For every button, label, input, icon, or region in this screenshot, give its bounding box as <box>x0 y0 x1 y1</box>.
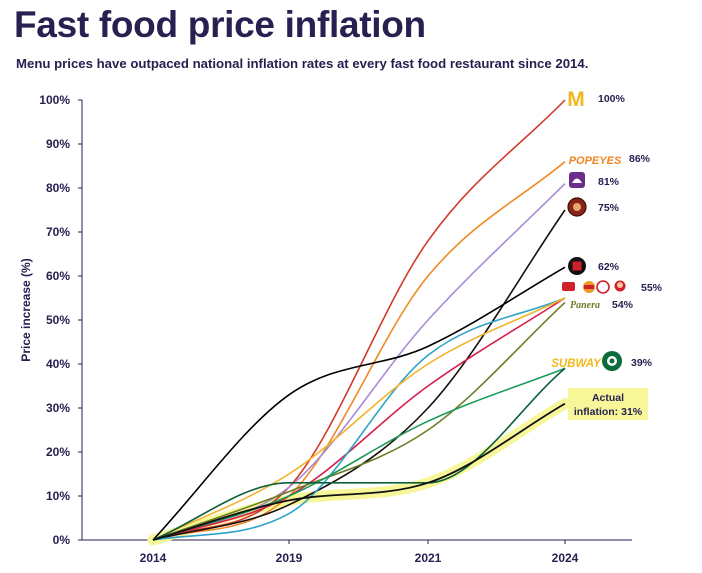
actual-inflation-label-line2: inflation: 31% <box>574 406 643 418</box>
chipotle-value-label: 75% <box>598 202 620 214</box>
y-axis-title: Price increase (%) <box>19 258 33 361</box>
starbucks-logo <box>602 351 622 371</box>
actual-inflation-highlight <box>147 398 571 546</box>
jack-in-the-box-logo <box>568 257 586 275</box>
mcdonalds-value-label: 100% <box>598 93 626 105</box>
svg-text:Panera: Panera <box>570 300 600 311</box>
series-line-arby-s-burger-king-chick-fil-a-wendy-s-7 <box>152 297 566 541</box>
taco-bell-value-label: 81% <box>598 176 620 188</box>
svg-text:POPEYES: POPEYES <box>569 155 622 167</box>
x-tick-label: 2019 <box>276 551 303 565</box>
x-tick-label: 2014 <box>140 551 167 565</box>
panera-value-label: 54% <box>612 299 634 311</box>
chart-series-lines <box>147 99 571 546</box>
x-tick-label: 2024 <box>552 551 579 565</box>
y-tick-label: 20% <box>46 445 70 459</box>
chart-axes: 0% 10% 20% 30% 40% 50% 60% 70% 80% 90% 100% 2014 201… <box>19 93 632 565</box>
y-tick-label: 100% <box>39 93 70 107</box>
subway-logo: SUBWAY <box>551 358 602 370</box>
chart-subtitle: Menu prices have outpaced national infla… <box>16 56 589 71</box>
y-tick-label: 50% <box>46 313 70 327</box>
series-line-starbucks-10 <box>152 367 566 541</box>
group-value-label: 55% <box>641 282 663 294</box>
series-line-chipotle-3 <box>152 209 566 541</box>
series-line-subway-9 <box>152 367 566 541</box>
series-line-jack-in-the-box-4 <box>152 266 566 541</box>
series-line-arby-s-burger-king-chick-fil-a-wendy-s-6 <box>152 297 566 541</box>
y-tick-label: 30% <box>46 401 70 415</box>
x-tick-label: 2021 <box>415 551 442 565</box>
svg-text:M: M <box>567 88 585 111</box>
subway-starbucks-value-label: 39% <box>631 357 653 369</box>
chipotle-logo <box>567 197 587 217</box>
panera-logo: Panera <box>570 300 600 311</box>
series-line-panera-8 <box>152 301 566 541</box>
taco-bell-logo <box>569 172 585 188</box>
chart-title: Fast food price inflation <box>14 4 426 45</box>
arbys-burger-king-chick-fil-a-wendys-logos <box>562 280 626 294</box>
y-tick-label: 80% <box>46 181 70 195</box>
jack-in-the-box-value-label: 62% <box>598 261 620 273</box>
svg-text:SUBWAY: SUBWAY <box>551 358 602 370</box>
y-tick-label: 70% <box>46 225 70 239</box>
popeyes-value-label: 86% <box>629 153 651 165</box>
series-line-arby-s-burger-king-chick-fil-a-wendy-s-5 <box>152 297 566 541</box>
series-line-actual-inflation-11 <box>152 402 566 541</box>
y-tick-label: 90% <box>46 137 70 151</box>
series-line-mcdonald-s-0 <box>152 99 566 541</box>
y-tick-label: 40% <box>46 357 70 371</box>
y-tick-label: 10% <box>46 489 70 503</box>
series-line-taco-bell-2 <box>152 183 566 541</box>
actual-inflation-label-line1: Actual <box>592 392 624 404</box>
y-tick-label: 0% <box>53 533 71 547</box>
y-tick-label: 60% <box>46 269 70 283</box>
actual-inflation-highlight-box <box>568 388 648 420</box>
mcdonalds-logo: M <box>567 88 585 111</box>
popeyes-logo: POPEYES <box>569 155 622 167</box>
series-line-popeyes-1 <box>152 160 566 541</box>
